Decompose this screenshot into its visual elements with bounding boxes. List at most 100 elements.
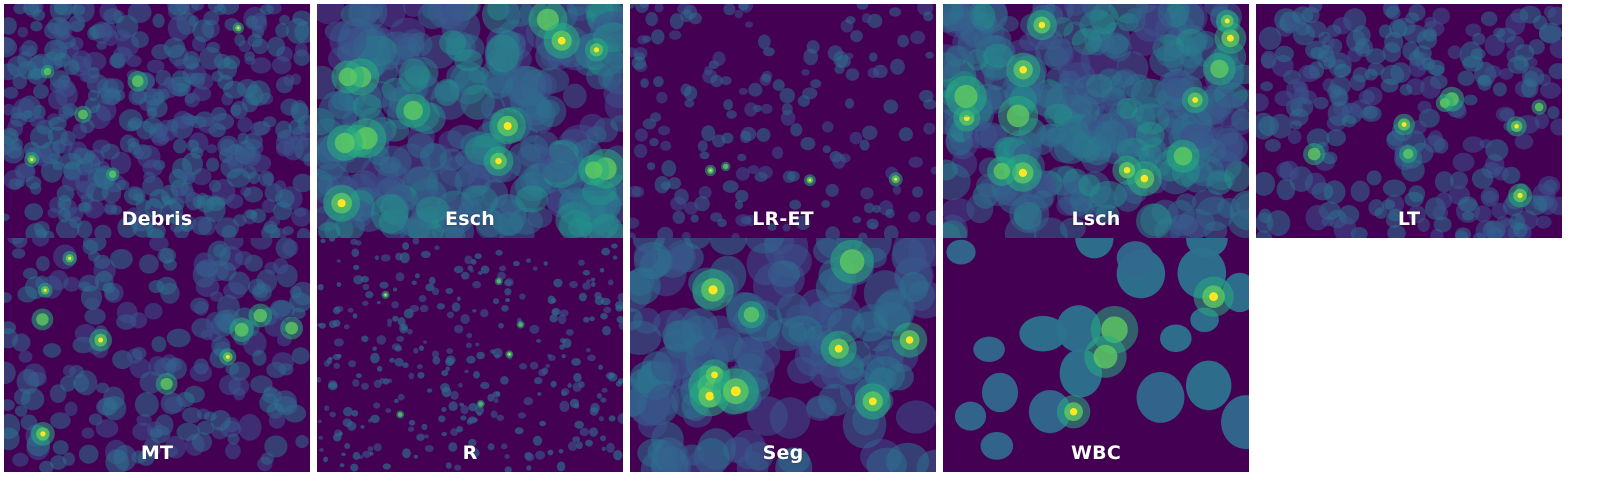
cell-blob xyxy=(9,112,28,127)
cell-blob xyxy=(166,328,191,348)
cell-blob xyxy=(495,249,503,256)
cell-blob xyxy=(4,213,10,222)
cell-blob xyxy=(355,373,362,379)
cell-blob xyxy=(344,443,351,449)
cell-blob xyxy=(645,12,658,27)
cell-blob xyxy=(333,433,342,442)
cell-blob xyxy=(114,29,131,42)
cell-blob xyxy=(294,21,310,44)
cell-blob xyxy=(596,393,602,399)
cell-blob xyxy=(1169,215,1206,238)
cell-blob xyxy=(574,402,580,409)
cell-blob xyxy=(157,247,177,264)
cell-blob xyxy=(1028,390,1071,434)
cell-blob xyxy=(20,414,38,431)
cell-blob xyxy=(490,410,498,419)
cell-blob xyxy=(1264,138,1281,152)
cell-blob xyxy=(1326,24,1342,37)
hotspot-peak xyxy=(708,285,718,295)
cell-blob xyxy=(408,372,415,380)
cell-blob xyxy=(656,91,668,104)
cell-blob xyxy=(1256,171,1276,196)
cell-blob xyxy=(1333,215,1357,238)
cell-blob xyxy=(16,369,40,395)
cell-blob xyxy=(1313,96,1329,110)
cell-blob xyxy=(376,300,381,305)
cell-blob xyxy=(588,213,623,238)
cell-blob xyxy=(1485,65,1502,79)
cell-blob xyxy=(144,198,163,218)
cell-blob xyxy=(183,115,197,127)
cell-blob xyxy=(376,335,387,345)
hotspot-core xyxy=(234,322,249,337)
cell-blob xyxy=(358,455,364,459)
cell-blob xyxy=(261,224,281,238)
cell-blob xyxy=(583,316,590,323)
cell-blob xyxy=(757,34,771,50)
cell-blob xyxy=(466,355,476,364)
cell-blob xyxy=(407,328,413,335)
cell-blob xyxy=(637,35,649,45)
cell-blob xyxy=(567,383,572,388)
cell-blob xyxy=(460,314,470,324)
cell-blob xyxy=(397,317,406,327)
cell-blob xyxy=(461,271,470,280)
cell-blob xyxy=(730,429,767,470)
cell-blob xyxy=(862,125,878,140)
cell-blob xyxy=(283,74,295,87)
cell-blob xyxy=(845,16,856,24)
hotspot-peak xyxy=(894,177,898,181)
cell-blob xyxy=(1350,180,1370,202)
cell-blob xyxy=(670,196,686,211)
cell-blob xyxy=(373,443,382,452)
cell-blob xyxy=(289,285,302,299)
cell-blob xyxy=(269,299,292,318)
cell-blob xyxy=(587,354,596,362)
cell-blob xyxy=(211,106,227,121)
cell-blob xyxy=(1260,81,1273,92)
cell-blob xyxy=(1471,168,1494,189)
cell-blob xyxy=(504,454,510,459)
hotspot-core xyxy=(585,161,603,179)
hotspot-peak xyxy=(1123,167,1131,174)
cell-blob xyxy=(763,47,775,57)
cell-blob xyxy=(441,370,449,377)
cell-blob xyxy=(291,347,310,365)
cell-blob xyxy=(225,194,244,209)
cell-blob xyxy=(264,261,279,275)
cell-blob xyxy=(4,103,15,116)
cell-blob xyxy=(883,225,899,238)
cell-blob xyxy=(532,266,538,271)
cell-blob xyxy=(1235,193,1249,219)
cell-blob xyxy=(88,250,101,262)
cell-blob xyxy=(493,397,499,404)
cell-blob xyxy=(1133,96,1164,120)
cell-blob xyxy=(1123,74,1153,100)
cell-blob xyxy=(62,364,76,377)
cell-blob xyxy=(451,302,461,312)
cell-blob xyxy=(419,142,447,171)
hotspot-peak xyxy=(808,178,812,182)
cell-blob xyxy=(454,324,464,334)
cell-blob xyxy=(631,56,646,70)
cell-blob xyxy=(167,15,191,42)
cell-blob xyxy=(885,208,895,219)
cell-blob xyxy=(1141,4,1171,38)
cell-blob xyxy=(4,321,17,335)
cell-blob xyxy=(1214,95,1246,128)
cell-blob xyxy=(182,169,193,180)
cell-blob xyxy=(82,51,107,71)
cell-blob xyxy=(192,86,212,102)
cell-blob xyxy=(1056,305,1101,353)
cell-blob xyxy=(565,329,574,336)
cell-blob xyxy=(4,36,15,53)
cell-blob xyxy=(244,132,263,151)
cell-blob xyxy=(460,405,469,415)
cell-blob xyxy=(441,431,447,437)
cell-blob xyxy=(640,78,649,88)
cell-blob xyxy=(575,441,583,450)
cell-blob xyxy=(116,179,130,191)
cell-blob xyxy=(295,434,309,449)
cell-blob xyxy=(60,152,83,170)
cell-blob xyxy=(1073,73,1111,106)
